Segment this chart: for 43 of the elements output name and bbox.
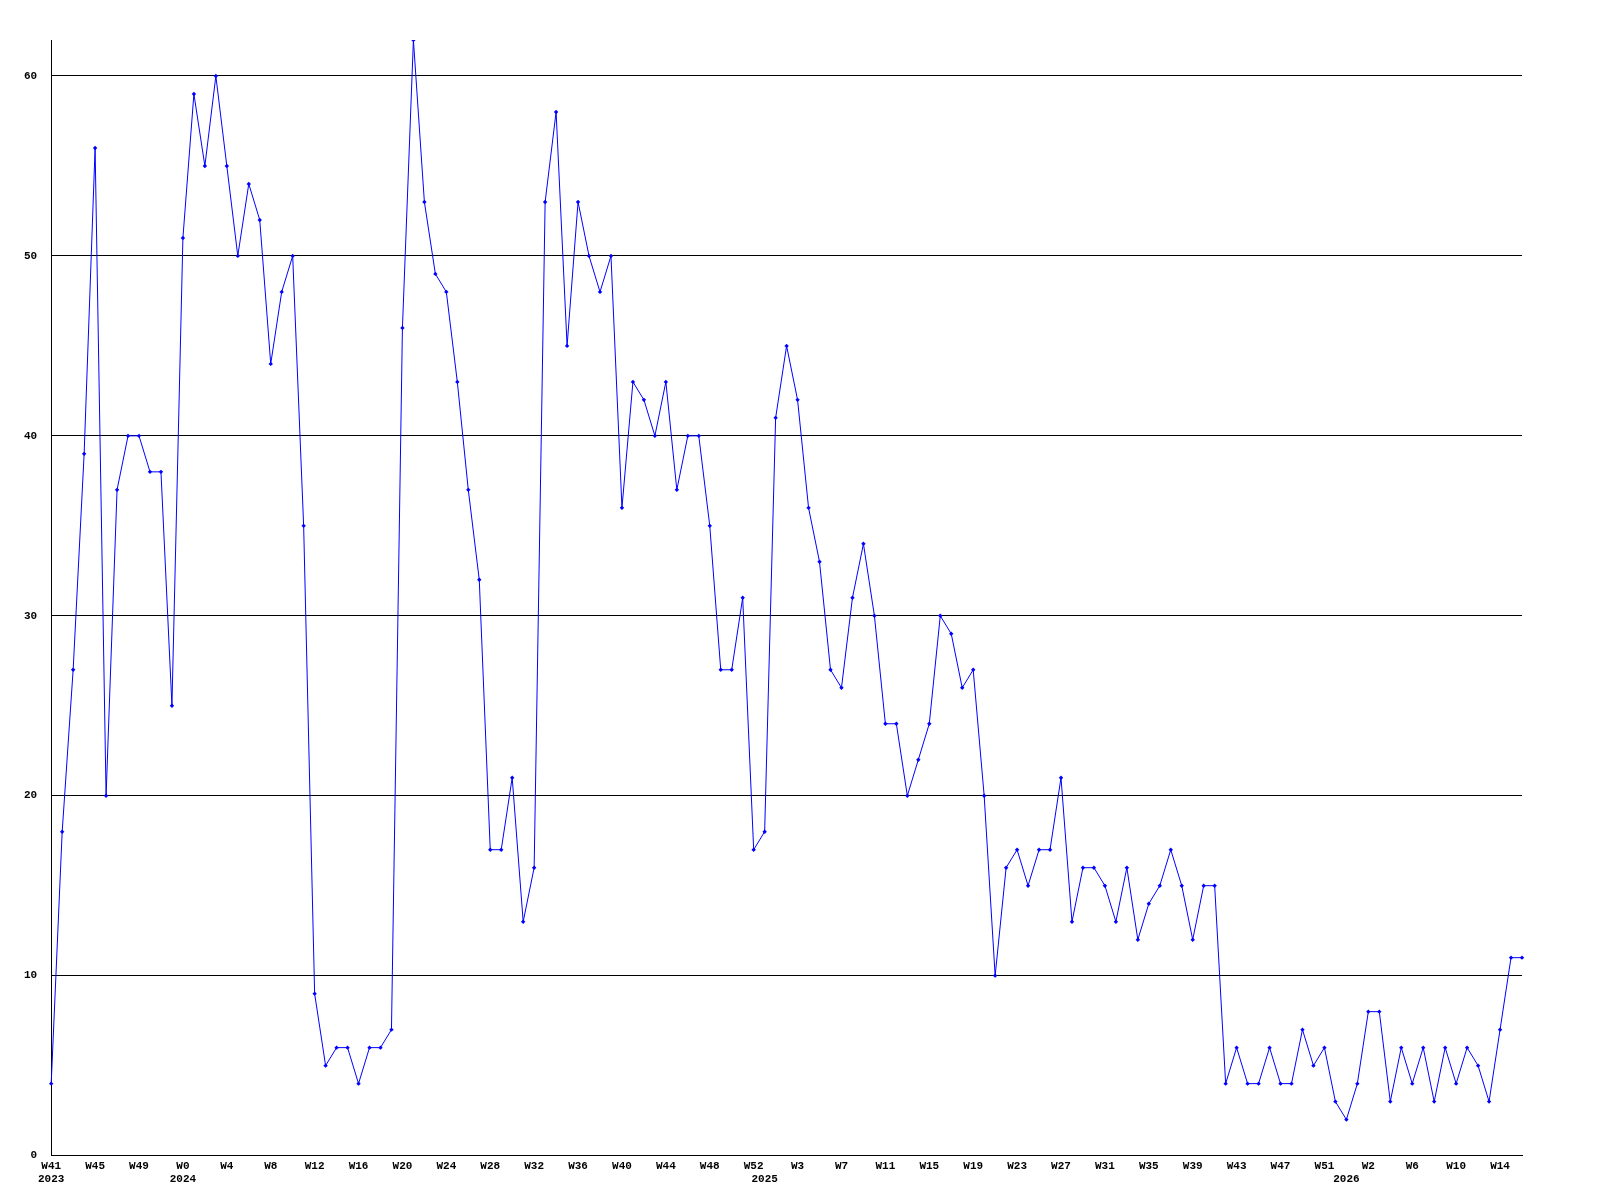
x-tick-label: W14 [1490,1159,1511,1172]
x-tick-label: W41 2023 [38,1159,65,1186]
x-tick-label: W3 [790,1159,805,1172]
x-tick-label: W8 [264,1159,278,1172]
x-tick-label: W51 [1314,1159,1335,1172]
x-tick-label: W28 [480,1159,501,1172]
y-tick-label: 30 [24,609,38,622]
x-tick-label: W15 [919,1159,940,1172]
y-tick-label: 40 [24,429,38,442]
x-tick-label: W6 [1405,1159,1419,1172]
x-tick-label: W39 [1182,1159,1203,1172]
x-tick-label: W7 [834,1159,849,1172]
x-tick-label: W24 [436,1159,457,1172]
x-tick-label: W16 [348,1159,369,1172]
x-tick-label: 2025 [751,1173,779,1186]
x-tick-label: W12 [304,1159,325,1172]
x-tick-label: W45 [85,1159,106,1172]
y-tick-label: 10 [24,969,38,982]
x-tick-label: W4 [220,1159,234,1172]
x-tick-label: W48 [699,1159,721,1172]
x-tick-label: W10 [1446,1159,1467,1172]
x-tick-label: W49 [129,1159,149,1172]
x-tick-label: W44 [655,1159,677,1172]
y-tick-label: 60 [24,69,38,82]
x-tick-label: W11 [875,1159,896,1172]
y-tick-label: 50 [24,249,38,262]
x-tick-label: W40 [612,1159,632,1172]
y-tick-label: 0 [30,1149,38,1162]
x-tick-label: W52 [743,1159,764,1172]
x-tick-label: W23 [1007,1159,1028,1172]
x-tick-label: W47 [1270,1159,1291,1172]
x-tick-label: W35 [1138,1159,1160,1172]
x-tick-label: W20 [392,1159,413,1172]
x-tick-label: W2 [1361,1159,1375,1172]
x-tick-label: W36 [568,1159,588,1172]
x-tick-label: W0 2024 [169,1159,197,1186]
x-tick-label: W27 [1051,1159,1071,1172]
x-tick-label: 2026 [1333,1173,1360,1186]
x-tick-label: W43 [1226,1159,1247,1172]
x-tick-label: W19 [963,1159,984,1172]
x-tick-label: W32 [524,1159,545,1172]
x-tick-label: W31 [1095,1159,1116,1172]
y-tick-label: 20 [24,789,38,802]
